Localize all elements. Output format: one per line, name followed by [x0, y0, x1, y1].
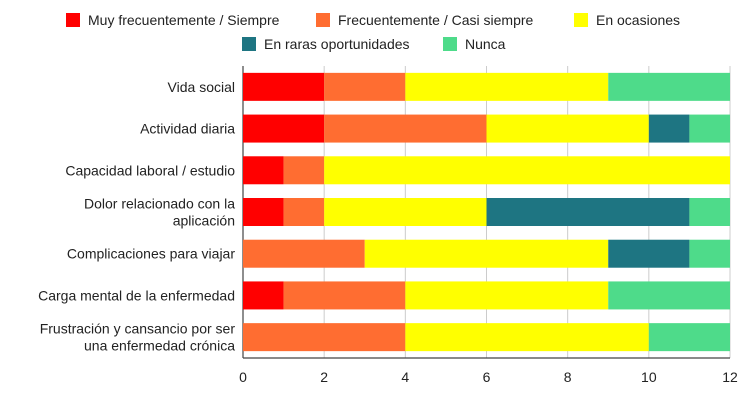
legend-swatch [242, 37, 256, 51]
bar-segment [689, 239, 730, 268]
x-tick-label: 0 [239, 369, 247, 385]
category-label: Complicaciones para viajar [67, 246, 235, 262]
bar-segment [405, 323, 649, 352]
bar-segment [283, 198, 325, 226]
x-tick-label: 10 [641, 369, 657, 385]
bar-segment [648, 114, 690, 143]
bar-segment [405, 281, 609, 310]
bar-segment [689, 198, 730, 226]
category-label: Capacidad laboral / estudio [65, 162, 235, 178]
legend-label: Frecuentemente / Casi siempre [338, 12, 534, 28]
category-label: Dolor relacionado con la aplicación [84, 196, 235, 229]
bar-segment [324, 198, 487, 226]
bar-segment [364, 239, 609, 268]
legend-label: Muy frecuentemente / Siempre [88, 12, 280, 28]
category-label: Carga mental de la enfermedad [38, 287, 235, 303]
bar-segment [243, 156, 284, 185]
legend-swatch [443, 37, 457, 51]
bar-segment [243, 72, 325, 101]
category-label: Frustración y cansancio por ser una enfer… [40, 321, 236, 354]
bar-segment [243, 281, 284, 310]
bar-segment [243, 323, 406, 352]
legend-label: En ocasiones [596, 12, 680, 28]
bar-segment [324, 72, 406, 101]
bar-segment [608, 239, 690, 268]
x-tick-label: 8 [564, 369, 572, 385]
bar-segment [243, 198, 284, 226]
x-tick-label: 12 [722, 369, 738, 385]
legend-label: En raras oportunidades [264, 36, 410, 52]
bar-segment [608, 72, 730, 101]
category-label: Vida social [168, 79, 235, 95]
category-label: Actividad diaria [140, 121, 235, 137]
legend-label: Nunca [465, 36, 506, 52]
x-tick-label: 2 [320, 369, 328, 385]
bar-segment [324, 114, 487, 143]
bar-segment [324, 156, 730, 185]
legend-swatch [316, 13, 330, 27]
bar-segment [486, 114, 649, 143]
bar-segment [608, 281, 730, 310]
legend-swatch [574, 13, 588, 27]
legend-swatch [66, 13, 80, 27]
bar-segment [405, 72, 609, 101]
bar-segment [648, 323, 730, 352]
bar-segment [283, 281, 406, 310]
x-tick-label: 4 [401, 369, 409, 385]
bar-segment [243, 239, 365, 268]
bars [243, 72, 730, 352]
x-axis: 0 2 4 6 8 10 12 [239, 357, 738, 385]
legend: Muy frecuentemente / Siempre Frecuentemen… [66, 12, 680, 52]
bar-segment [283, 156, 325, 185]
category-labels: Vida social Actividad diaria Capacidad lab… [38, 79, 235, 354]
bar-segment [689, 114, 730, 143]
bar-segment [243, 114, 325, 143]
x-tick-label: 6 [483, 369, 491, 385]
bar-segment [486, 198, 690, 226]
